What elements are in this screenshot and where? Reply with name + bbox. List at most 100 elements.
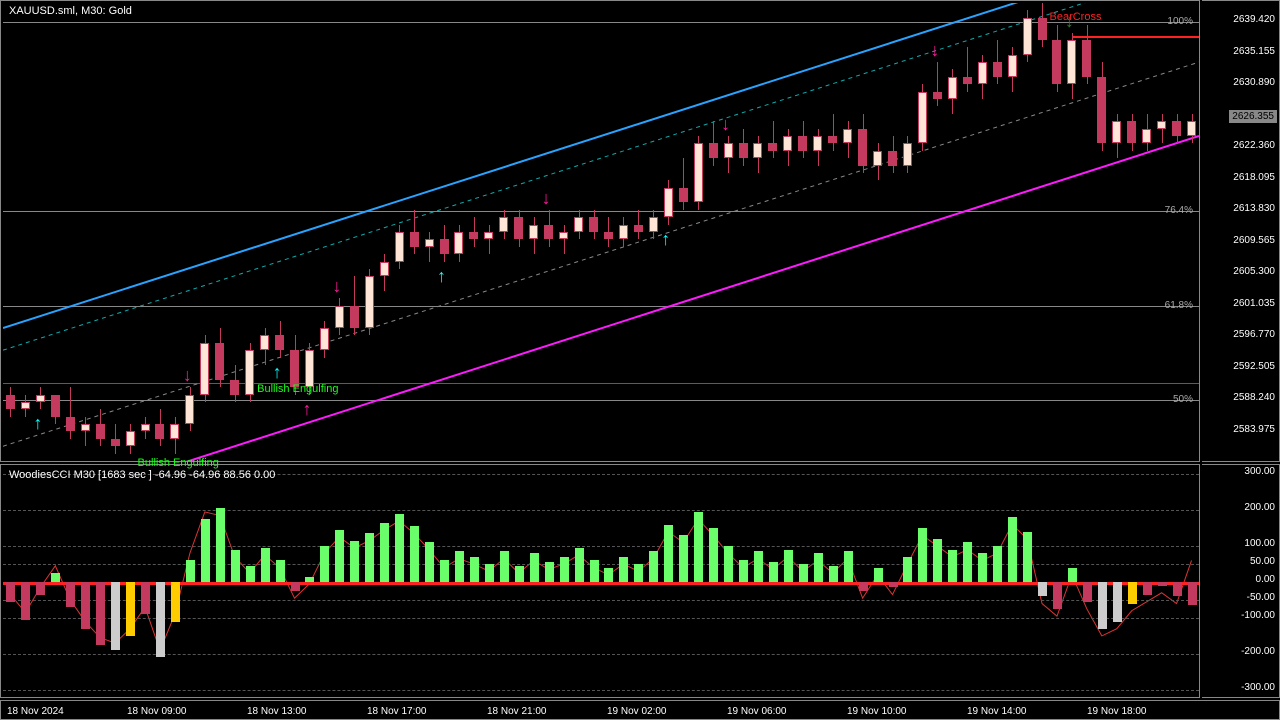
candle[interactable] — [634, 225, 643, 232]
candle[interactable] — [1008, 55, 1017, 77]
candle[interactable] — [215, 343, 224, 380]
candle[interactable] — [96, 424, 105, 439]
candle[interactable] — [126, 431, 135, 446]
candle[interactable] — [903, 143, 912, 165]
candle[interactable] — [230, 380, 239, 395]
candle[interactable] — [1142, 129, 1151, 144]
cci-tick: 200.00 — [1244, 502, 1275, 513]
candle[interactable] — [544, 225, 553, 240]
candle[interactable] — [948, 77, 957, 99]
candle[interactable] — [709, 143, 718, 158]
candle[interactable] — [664, 188, 673, 218]
candle[interactable] — [679, 188, 688, 203]
cci-bar — [1113, 582, 1122, 622]
candle[interactable] — [200, 343, 209, 395]
candle[interactable] — [111, 439, 120, 446]
candle[interactable] — [290, 350, 299, 387]
candle[interactable] — [1052, 40, 1061, 84]
cci-bar — [276, 560, 285, 582]
price-plot[interactable]: XAUUSD.sml, M30: Gold 100%76.4%61.8%50%↑… — [3, 3, 1199, 461]
candle[interactable] — [365, 276, 374, 328]
cci-bar — [485, 564, 494, 582]
candle[interactable] — [21, 402, 30, 409]
candle[interactable] — [694, 143, 703, 202]
cci-bar — [1188, 582, 1197, 605]
candle[interactable] — [604, 232, 613, 239]
candle[interactable] — [141, 424, 150, 431]
signal-arrow: ↑ — [437, 266, 446, 287]
candle[interactable] — [1112, 121, 1121, 143]
candle[interactable] — [619, 225, 628, 240]
candle[interactable] — [425, 239, 434, 246]
candle[interactable] — [918, 92, 927, 144]
candle[interactable] — [843, 129, 852, 144]
cci-bar — [769, 562, 778, 582]
cci-gridline — [3, 600, 1199, 601]
candle[interactable] — [155, 424, 164, 439]
candle[interactable] — [783, 136, 792, 151]
candle[interactable] — [1172, 121, 1181, 136]
candle[interactable] — [484, 232, 493, 239]
cci-bar — [126, 582, 135, 636]
candle[interactable] — [275, 335, 284, 350]
price-chart[interactable]: XAUUSD.sml, M30: Gold 100%76.4%61.8%50%↑… — [0, 0, 1200, 462]
candle[interactable] — [828, 136, 837, 143]
cci-bar — [1173, 582, 1182, 596]
cci-bar — [261, 548, 270, 582]
candle[interactable] — [768, 143, 777, 150]
candle[interactable] — [813, 136, 822, 151]
candle[interactable] — [469, 232, 478, 239]
candle[interactable] — [185, 395, 194, 425]
candle[interactable] — [1157, 121, 1166, 128]
candle[interactable] — [514, 217, 523, 239]
candle[interactable] — [888, 151, 897, 166]
candle[interactable] — [36, 395, 45, 402]
candle[interactable] — [529, 225, 538, 240]
candle[interactable] — [1023, 18, 1032, 55]
candle[interactable] — [873, 151, 882, 166]
candle[interactable] — [933, 92, 942, 99]
candle-wick — [833, 114, 834, 151]
candle[interactable] — [1038, 18, 1047, 40]
candle[interactable] — [724, 143, 733, 158]
candle[interactable] — [440, 239, 449, 254]
candle[interactable] — [1097, 77, 1106, 143]
candle[interactable] — [51, 395, 60, 417]
cci-bar — [889, 582, 898, 587]
cci-tick: -200.00 — [1241, 646, 1275, 657]
candle[interactable] — [993, 62, 1002, 77]
candle[interactable] — [66, 417, 75, 432]
candle[interactable] — [559, 232, 568, 239]
candle[interactable] — [589, 217, 598, 232]
candle[interactable] — [739, 143, 748, 158]
candle[interactable] — [454, 232, 463, 254]
candle[interactable] — [245, 350, 254, 394]
candle[interactable] — [1067, 40, 1076, 84]
candle[interactable] — [6, 395, 15, 410]
candle[interactable] — [170, 424, 179, 439]
cci-panel[interactable]: WoodiesCCI M30 [1683 sec ] -64.96 -64.96… — [0, 464, 1200, 698]
candle[interactable] — [1127, 121, 1136, 143]
candle[interactable] — [350, 306, 359, 328]
candle[interactable] — [499, 217, 508, 232]
candle[interactable] — [380, 262, 389, 277]
candle[interactable] — [798, 136, 807, 151]
candle[interactable] — [978, 62, 987, 84]
candle[interactable] — [305, 350, 314, 387]
candle[interactable] — [858, 129, 867, 166]
candle[interactable] — [410, 232, 419, 247]
candle[interactable] — [1187, 121, 1196, 136]
candle[interactable] — [81, 424, 90, 431]
candle[interactable] — [320, 328, 329, 350]
cci-bar — [1128, 582, 1137, 604]
candle[interactable] — [260, 335, 269, 350]
candle[interactable] — [574, 217, 583, 232]
candle[interactable] — [335, 306, 344, 328]
candle[interactable] — [963, 77, 972, 84]
price-tick: 2588.240 — [1233, 392, 1275, 403]
cci-plot[interactable]: WoodiesCCI M30 [1683 sec ] -64.96 -64.96… — [3, 467, 1199, 697]
candle[interactable] — [395, 232, 404, 262]
candle[interactable] — [1082, 40, 1091, 77]
candle[interactable] — [753, 143, 762, 158]
candle[interactable] — [649, 217, 658, 232]
